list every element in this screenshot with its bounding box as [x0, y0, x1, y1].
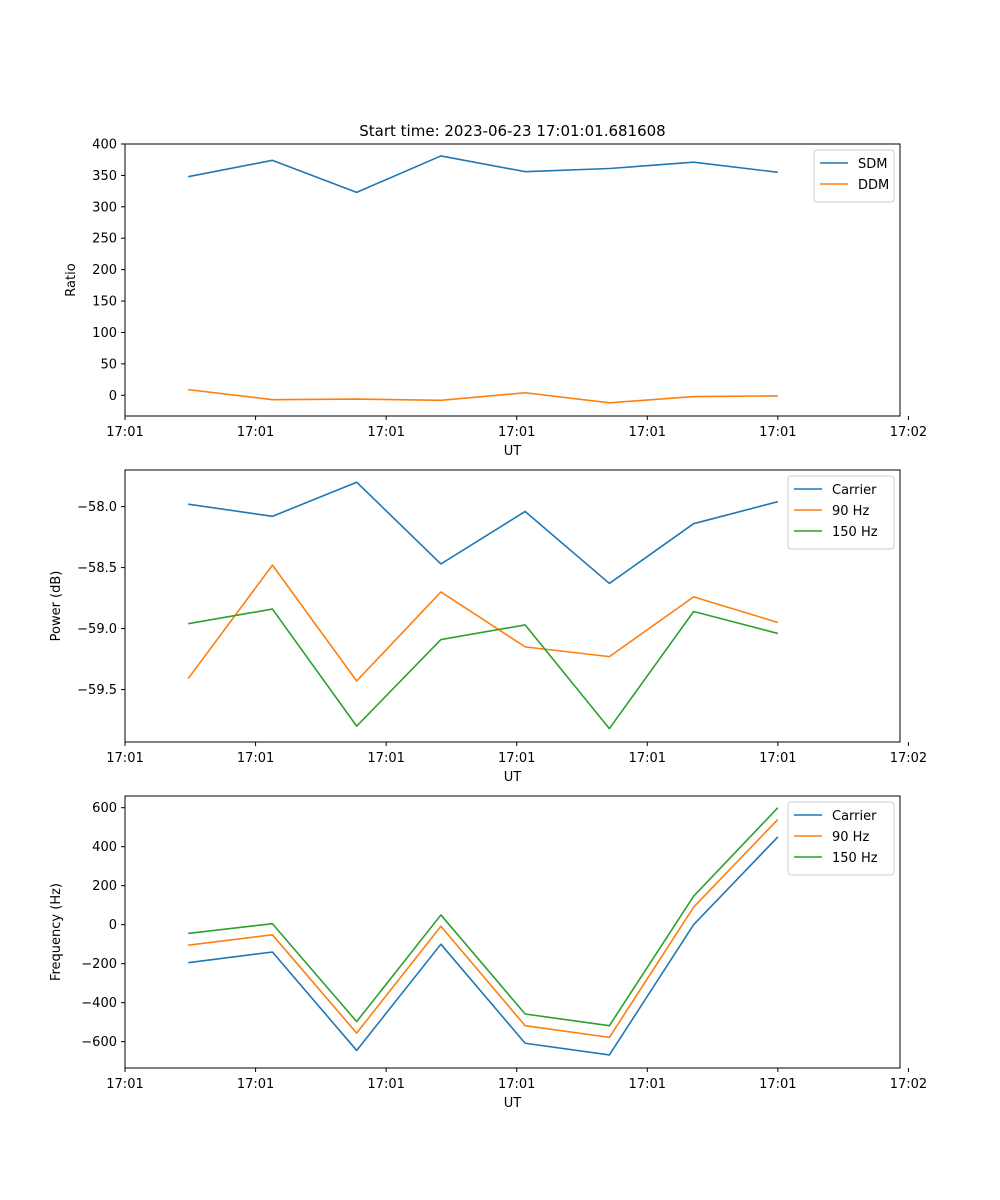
legend: SDM DDM [813, 149, 895, 203]
series-line-90-hz [188, 818, 779, 1039]
x-tick-label: 17:01 [498, 1077, 535, 1092]
legend-label: 90 Hz [832, 830, 869, 845]
series-line-ddm [188, 388, 778, 404]
x-tick-label: 17:01 [367, 1077, 404, 1092]
chart-title: Start time: 2023-06-23 17:01:01.681608 [359, 122, 665, 140]
x-tick-label: 17:01 [367, 425, 404, 440]
y-tick-label: −58.5 [77, 561, 117, 576]
x-tick-label: 17:02 [890, 425, 927, 440]
y-tick-label: −58.0 [77, 500, 117, 515]
legend: Carrier 90 Hz 150 Hz [787, 801, 895, 876]
axes-frame [124, 143, 901, 417]
x-tick-label: 17:01 [237, 1077, 274, 1092]
y-tick-label: 0 [109, 389, 117, 404]
panel-1: 17:01 17:01 17:01 17:01 17:01 17:01 17:02 0 50 10… [64, 138, 927, 460]
y-tick-label: 50 [100, 357, 117, 372]
y-tick-label: −59.5 [77, 683, 117, 698]
y-tick-label: 250 [92, 232, 117, 247]
x-tick-label: 17:01 [629, 1077, 666, 1092]
series-line-150-hz [188, 608, 779, 730]
legend-label: 150 Hz [832, 851, 878, 866]
y-tick-label: 0 [109, 918, 117, 933]
y-tick-label: 400 [92, 138, 117, 153]
y-tick-label: 200 [92, 263, 117, 278]
axes-frame [124, 469, 901, 743]
series-line-150-hz [188, 807, 779, 1027]
x-tick-label: 17:02 [890, 751, 927, 766]
x-axis-label: UT [504, 1096, 522, 1111]
x-tick-label: 17:01 [498, 425, 535, 440]
y-axis-label: Power (dB) [49, 571, 64, 642]
y-tick-label: 400 [92, 840, 117, 855]
series-line-carrier [188, 481, 779, 585]
x-tick-label: 17:01 [759, 1077, 796, 1092]
x-tick-label: 17:01 [106, 425, 143, 440]
x-tick-label: 17:01 [759, 425, 796, 440]
x-axis-label: UT [504, 444, 522, 459]
x-tick-label: 17:01 [629, 751, 666, 766]
legend-label: 90 Hz [832, 504, 869, 519]
y-tick-label: 200 [92, 879, 117, 894]
legend-label: 150 Hz [832, 525, 878, 540]
x-tick-label: 17:01 [237, 425, 274, 440]
legend-label: Carrier [832, 483, 877, 498]
y-tick-label: 100 [92, 326, 117, 341]
y-tick-label: 300 [92, 200, 117, 215]
x-tick-label: 17:01 [106, 1077, 143, 1092]
legend: Carrier 90 Hz 150 Hz [787, 475, 895, 550]
legend-label: SDM [858, 157, 887, 172]
x-tick-label: 17:01 [367, 751, 404, 766]
legend-label: Carrier [832, 809, 877, 824]
x-tick-label: 17:01 [498, 751, 535, 766]
y-axis-label: Ratio [64, 263, 79, 296]
series-line-sdm [188, 155, 778, 194]
x-axis-label: UT [504, 770, 522, 785]
x-tick-label: 17:01 [759, 751, 796, 766]
y-tick-label: −59.0 [77, 622, 117, 637]
series-line-carrier [188, 836, 779, 1056]
x-tick-label: 17:01 [629, 425, 666, 440]
axes-frame [124, 795, 901, 1069]
y-axis-label: Frequency (Hz) [49, 883, 64, 981]
y-tick-label: 350 [92, 169, 117, 184]
y-tick-label: 600 [92, 801, 117, 816]
series-line-90-hz [187, 564, 779, 682]
panel-2: 17:01 17:01 17:01 17:01 17:01 17:01 17:02 −59.5… [49, 469, 927, 785]
panel-3: 17:01 17:01 17:01 17:01 17:01 17:01 17:02 −600 −… [49, 795, 927, 1111]
y-tick-label: 150 [92, 295, 117, 310]
y-tick-label: −200 [81, 957, 117, 972]
legend-label: DDM [858, 178, 889, 193]
y-tick-label: −400 [81, 996, 117, 1011]
x-tick-label: 17:01 [237, 751, 274, 766]
panels: 17:01 17:01 17:01 17:01 17:01 17:01 17:02 0 50 10… [49, 138, 927, 1112]
x-tick-label: 17:01 [106, 751, 143, 766]
y-tick-label: −600 [81, 1035, 117, 1050]
x-tick-label: 17:02 [890, 1077, 927, 1092]
